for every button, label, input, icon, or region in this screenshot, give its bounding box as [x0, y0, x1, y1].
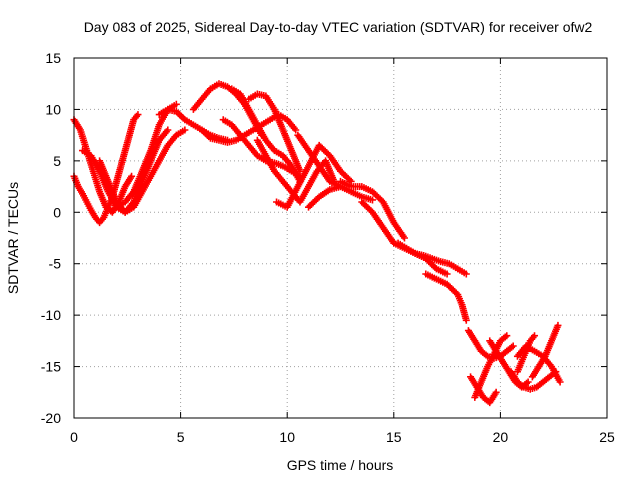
data-point: [368, 196, 376, 204]
series-arc-11: [245, 90, 304, 175]
data-point: [503, 332, 511, 340]
y-tick-label: -10: [41, 307, 61, 323]
x-tick-label: 0: [70, 429, 78, 445]
data-point-fill: [431, 263, 439, 271]
series-arc-16: [337, 177, 408, 242]
y-tick-label: -15: [41, 359, 61, 375]
x-tick-label: 15: [386, 429, 402, 445]
y-tick-label: -20: [41, 410, 61, 426]
data-point-fill: [452, 289, 460, 297]
data-point: [181, 126, 189, 134]
series-arc-24: [507, 368, 560, 393]
axis-ticks: [73, 57, 608, 419]
y-tick-label: 15: [45, 50, 61, 66]
y-tick-label: 10: [45, 101, 61, 117]
x-tick-label: 5: [177, 429, 185, 445]
chart-title: Day 083 of 2025, Sidereal Day-to-day VTE…: [84, 19, 593, 35]
data-point: [556, 378, 564, 386]
x-tick-label: 20: [493, 429, 509, 445]
data-point: [531, 332, 539, 340]
y-axis-label: SDTVAR / TECUs: [5, 182, 21, 294]
data-point: [462, 316, 470, 324]
series-arc-26: [513, 332, 539, 376]
data-point: [443, 270, 451, 278]
tick-labels: 0 5 10 15 20 25 -20 -15 -10 -5 0 5 10 15: [41, 50, 615, 445]
series-arc-18: [394, 239, 470, 278]
y-tick-label: -5: [49, 256, 62, 272]
y-tick-label: 0: [53, 204, 61, 220]
data-point: [134, 111, 142, 119]
data-point: [509, 342, 517, 350]
data-point: [164, 126, 172, 134]
data-point: [462, 270, 470, 278]
data-point: [492, 388, 500, 396]
series-arc-15: [305, 183, 376, 211]
data-point: [128, 172, 136, 180]
x-axis-label: GPS time / hours: [287, 457, 394, 473]
y-tick-label: 5: [53, 153, 61, 169]
series-arc-27: [528, 321, 562, 381]
data-points: [70, 80, 564, 407]
data-point: [292, 126, 300, 134]
series-arc-8: [198, 111, 300, 146]
plot-frame: [73, 57, 608, 419]
series-arc-5: [96, 126, 189, 216]
x-tick-label: 25: [599, 429, 615, 445]
data-point: [172, 100, 180, 108]
x-tick-label: 10: [279, 429, 295, 445]
grid-lines: [74, 58, 607, 418]
series-arc-19: [422, 270, 470, 324]
data-point: [554, 321, 562, 329]
series-arc-1: [70, 111, 142, 227]
data-point: [524, 378, 532, 386]
data-point: [400, 234, 408, 242]
